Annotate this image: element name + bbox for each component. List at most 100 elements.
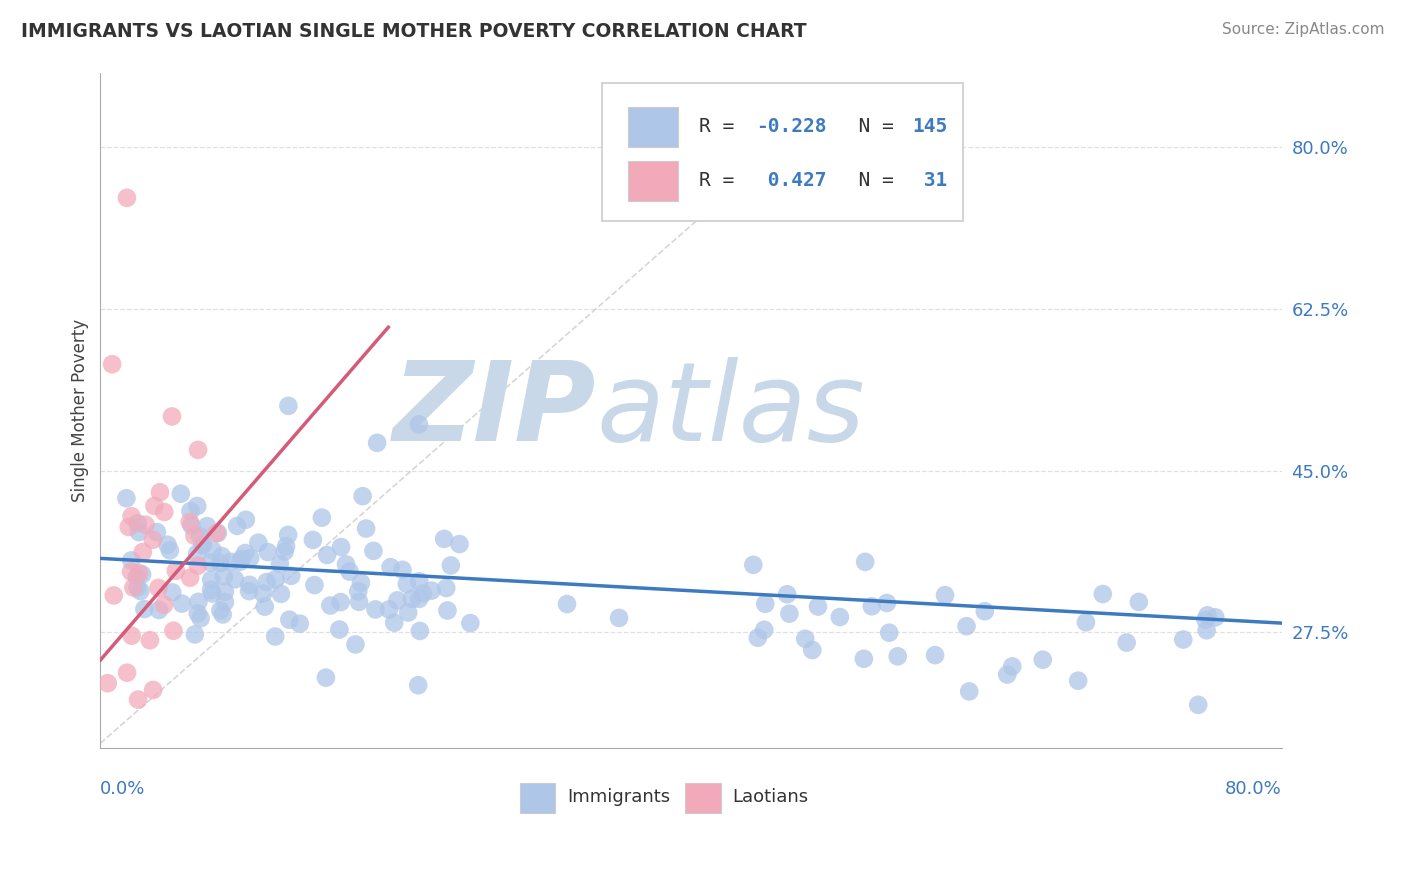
Point (148, 603, 170, 617)
Point (120, 553, 142, 567)
Point (408, 417, 430, 432)
Point (179, 504, 201, 518)
Text: R =: R = (699, 171, 747, 191)
Point (235, 513, 257, 527)
Point (877, 625, 900, 640)
Point (754, 597, 776, 611)
Bar (628, 161, 678, 202)
Point (257, 545, 280, 559)
Point (973, 604, 995, 618)
Point (860, 599, 883, 614)
Point (233, 546, 256, 560)
Point (127, 581, 149, 595)
Point (219, 555, 242, 569)
Point (955, 619, 977, 633)
Point (347, 584, 370, 599)
Point (607, 611, 630, 625)
Point (122, 581, 145, 595)
Point (134, 602, 156, 616)
Point (256, 575, 278, 590)
Point (555, 597, 578, 611)
Point (277, 528, 299, 542)
Point (264, 630, 287, 644)
Point (226, 519, 249, 533)
Text: 0.427: 0.427 (756, 171, 827, 191)
Point (142, 533, 165, 547)
Point (354, 522, 377, 536)
Point (387, 593, 409, 607)
Point (195, 519, 218, 533)
Point (409, 624, 432, 638)
Point (350, 575, 373, 590)
Point (378, 602, 401, 616)
Point (170, 486, 193, 500)
Point (121, 629, 143, 643)
Point (184, 627, 207, 641)
Point (190, 611, 212, 625)
Point (391, 563, 413, 577)
Point (127, 516, 149, 531)
Text: Source: ZipAtlas.com: Source: ZipAtlas.com (1222, 22, 1385, 37)
Point (401, 591, 423, 606)
Point (229, 555, 252, 569)
Point (330, 540, 353, 554)
Point (1187, 698, 1209, 712)
Point (278, 613, 301, 627)
Point (160, 585, 183, 599)
Point (434, 581, 457, 595)
Point (339, 565, 361, 579)
Point (304, 578, 326, 592)
Point (128, 566, 150, 581)
Point (143, 499, 166, 513)
Point (828, 610, 851, 624)
Text: 80.0%: 80.0% (1225, 780, 1282, 798)
Point (191, 537, 214, 551)
Point (103, 589, 125, 603)
Point (121, 509, 143, 524)
Point (315, 671, 337, 685)
Point (1128, 595, 1150, 609)
Point (132, 545, 155, 559)
Point (924, 648, 946, 662)
Point (214, 584, 236, 599)
Point (205, 526, 228, 541)
Point (209, 556, 232, 570)
Point (135, 517, 157, 532)
Point (212, 569, 235, 583)
Point (408, 574, 430, 589)
Point (853, 555, 876, 569)
Point (253, 599, 276, 614)
Point (187, 442, 209, 457)
Bar (628, 107, 678, 147)
Point (200, 573, 222, 587)
Point (344, 637, 367, 651)
Point (118, 520, 141, 534)
Point (747, 631, 769, 645)
Point (224, 573, 246, 587)
Point (170, 597, 193, 611)
Point (201, 586, 224, 600)
Text: 0.0%: 0.0% (100, 780, 146, 798)
Point (127, 692, 149, 706)
Point (153, 598, 176, 612)
Point (115, 491, 138, 506)
Point (1074, 615, 1097, 630)
Point (440, 558, 463, 573)
Point (160, 409, 183, 424)
Point (186, 547, 208, 561)
Point (120, 565, 142, 579)
Text: -0.228: -0.228 (756, 118, 827, 136)
Point (754, 623, 776, 637)
Point (382, 615, 405, 630)
Point (1001, 659, 1024, 673)
Point (302, 533, 325, 547)
Point (380, 560, 402, 574)
Point (125, 570, 148, 584)
Point (131, 567, 153, 582)
Point (153, 505, 176, 519)
Point (129, 584, 152, 599)
Point (179, 571, 201, 585)
Point (1067, 673, 1090, 688)
Point (180, 518, 202, 533)
Point (239, 551, 262, 566)
